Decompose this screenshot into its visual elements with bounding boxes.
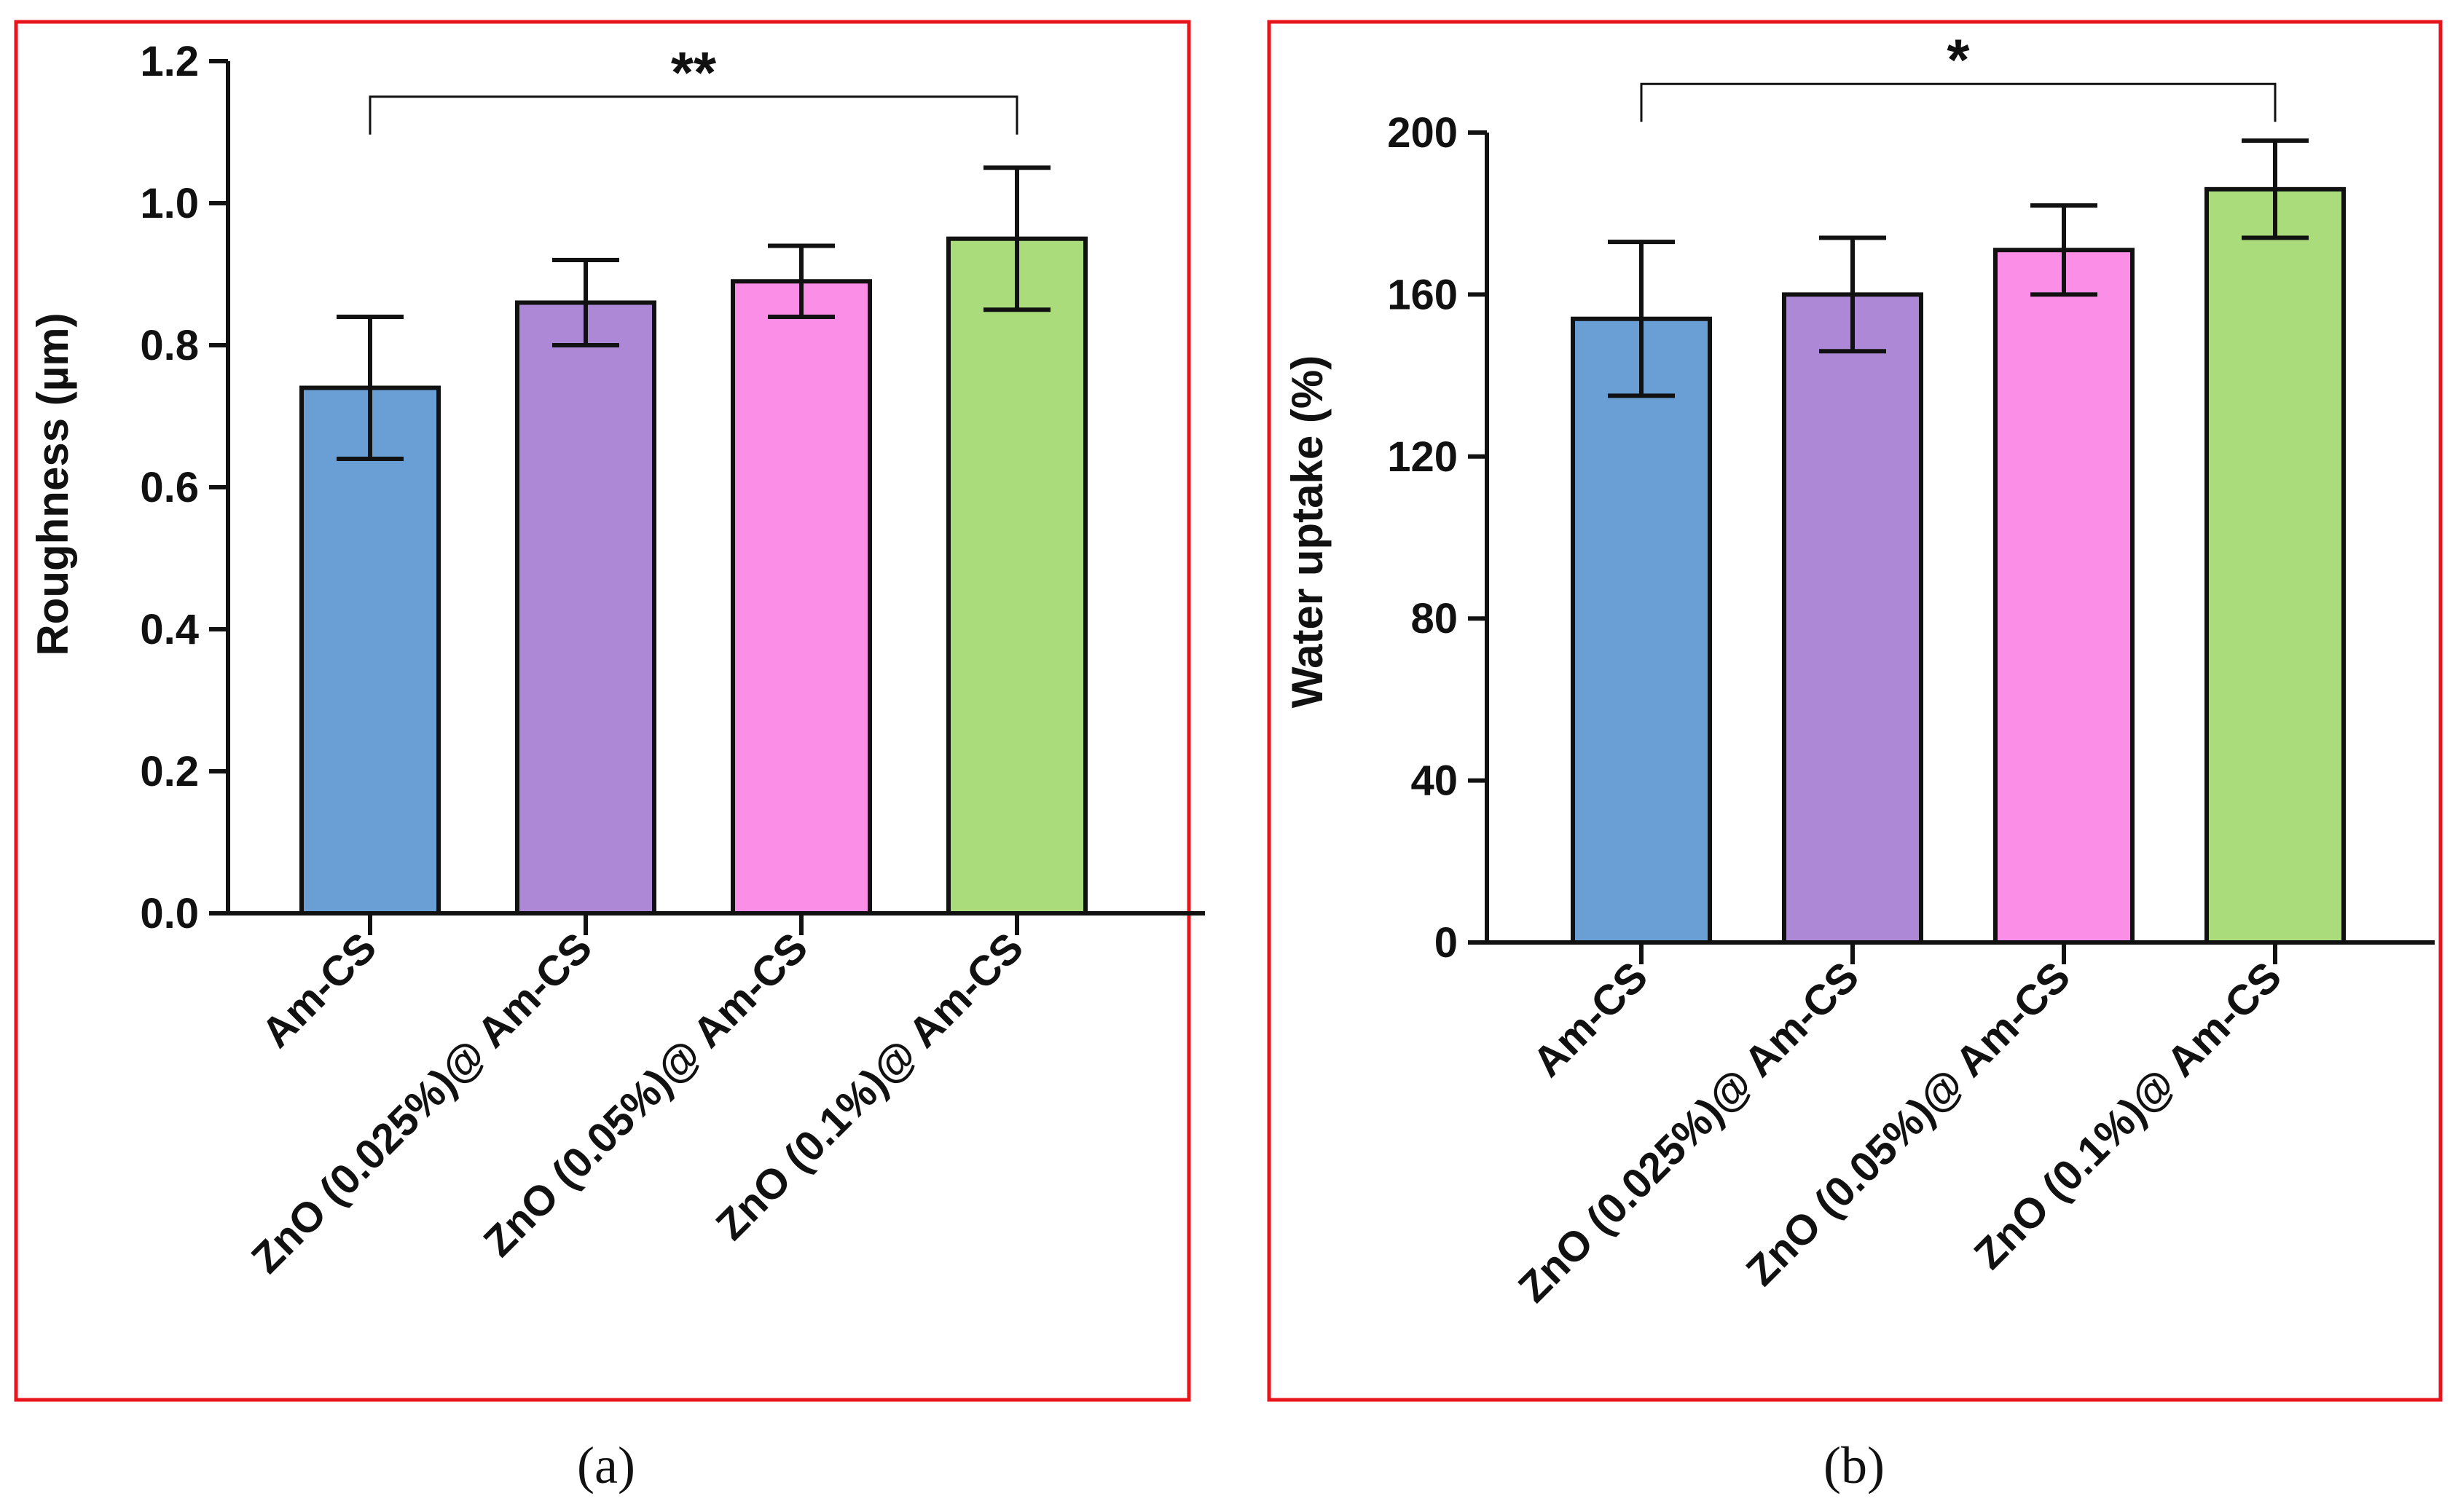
panel-label: (a)	[577, 1436, 635, 1495]
y-tick-label: 120	[1387, 433, 1458, 481]
bar	[1993, 248, 2135, 945]
y-tick-label: 1.2	[140, 38, 199, 85]
x-tick-label: ZnO (0.025%)@ Am-CS	[1509, 953, 1868, 1311]
bar	[1571, 316, 1712, 945]
y-tick-label: 0	[1434, 919, 1458, 966]
y-tick-label: 0.2	[140, 748, 199, 795]
y-axis-title: Roughness (µm)	[28, 312, 77, 655]
y-tick-label: 80	[1410, 595, 1458, 642]
y-tick-label: 0.8	[140, 322, 199, 369]
y-tick-label: 200	[1387, 109, 1458, 157]
y-axis-title: Water uptake (%)	[1283, 355, 1332, 709]
significance-bracket	[369, 95, 1018, 135]
y-tick-label: 40	[1410, 757, 1458, 805]
bar	[731, 279, 872, 916]
y-tick-label: 0.4	[140, 606, 199, 653]
bar	[515, 300, 656, 916]
significance-bracket	[1640, 82, 2277, 122]
x-tick-label: Am-CS	[1524, 953, 1657, 1086]
y-tick-label: 1.0	[140, 180, 199, 227]
panel-frame	[1267, 20, 2443, 1402]
bar	[1782, 292, 1923, 945]
y-tick-label: 160	[1387, 271, 1458, 318]
panel-label: (b)	[1823, 1436, 1885, 1495]
y-tick-label: 0.6	[140, 464, 199, 511]
chart-panel-a: 0.0 0.2 0.4 0.6 0.8 1.0 1.2 Roughness (µm) Am-CS…	[14, 20, 1205, 1495]
x-tick-label: ZnO (0.025%)@ Am-CS	[243, 924, 601, 1282]
y-tick-label: 0.0	[140, 890, 199, 937]
x-tick-label: Am-CS	[253, 924, 386, 1057]
significance-label: **	[671, 40, 717, 105]
panel-frame	[14, 20, 1191, 1402]
significance-label: *	[1947, 27, 1970, 92]
bar	[2204, 186, 2346, 945]
bar	[299, 385, 441, 916]
bar	[946, 236, 1088, 916]
